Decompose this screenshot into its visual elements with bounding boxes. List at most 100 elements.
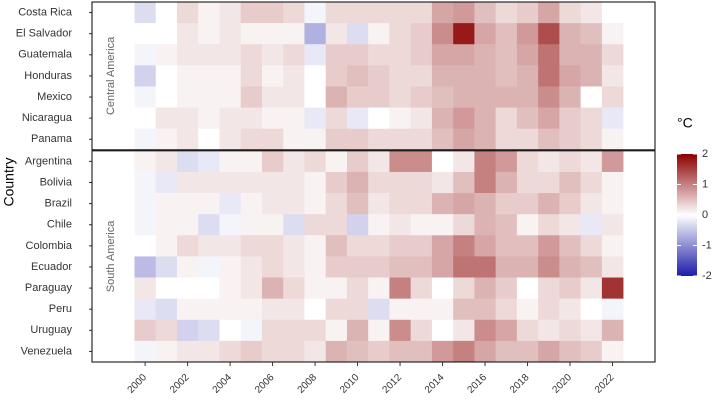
heat-cell bbox=[261, 340, 284, 363]
heat-cell bbox=[240, 193, 263, 215]
heat-cell bbox=[410, 319, 433, 342]
heat-cell bbox=[516, 235, 539, 257]
heat-cell bbox=[389, 340, 411, 363]
heat-cell bbox=[261, 2, 284, 24]
heat-cell bbox=[516, 65, 539, 87]
heat-cell bbox=[538, 319, 560, 342]
heat-cell bbox=[389, 193, 411, 215]
heat-cell bbox=[495, 65, 518, 87]
heat-cell bbox=[240, 150, 263, 173]
legend-title: °C bbox=[677, 115, 693, 131]
heat-cell bbox=[134, 214, 157, 236]
heat-cell bbox=[474, 171, 496, 194]
heat-cell bbox=[495, 298, 518, 321]
heat-cell bbox=[538, 298, 560, 321]
heat-cell bbox=[134, 171, 157, 194]
heat-cell bbox=[538, 277, 560, 299]
heat-cell bbox=[198, 193, 220, 215]
heat-cell bbox=[538, 171, 560, 194]
heat-cell bbox=[431, 298, 454, 321]
heat-cell bbox=[219, 277, 242, 299]
heat-cell bbox=[580, 319, 603, 342]
heat-cell bbox=[538, 256, 560, 278]
heat-cell bbox=[474, 150, 496, 173]
heat-cell bbox=[198, 2, 220, 24]
heat-cell bbox=[155, 23, 178, 45]
heat-cell bbox=[261, 298, 284, 321]
x-tick-label: 2022 bbox=[593, 372, 617, 396]
facet-label: South America bbox=[105, 220, 117, 292]
heat-cell bbox=[580, 193, 603, 215]
heat-cell bbox=[176, 277, 199, 299]
heat-cell bbox=[538, 340, 560, 363]
heat-cell bbox=[240, 107, 263, 130]
x-tick-label: 2010 bbox=[338, 372, 362, 396]
heat-cell bbox=[495, 277, 518, 299]
heat-cell bbox=[368, 128, 390, 151]
heat-cell bbox=[304, 298, 326, 321]
heat-cell bbox=[261, 107, 284, 130]
heat-cell bbox=[155, 171, 178, 194]
panel-border bbox=[91, 1, 656, 151]
heat-cell bbox=[176, 65, 199, 87]
heat-cell bbox=[580, 277, 603, 299]
x-tick-label: 2014 bbox=[423, 372, 447, 396]
heat-cell bbox=[346, 86, 369, 108]
y-tick-label: Paraguay bbox=[25, 282, 73, 294]
heat-cell bbox=[346, 298, 369, 321]
heat-cell bbox=[240, 65, 263, 87]
heat-cell bbox=[240, 235, 263, 257]
heat-cell bbox=[283, 298, 305, 321]
heat-cell bbox=[453, 23, 475, 45]
heat-cell bbox=[516, 2, 539, 24]
heat-cell bbox=[431, 256, 454, 278]
heat-cell bbox=[155, 298, 178, 321]
heat-cell bbox=[559, 235, 581, 257]
heat-cell bbox=[155, 107, 178, 130]
heat-cell bbox=[325, 65, 348, 87]
heat-cell bbox=[368, 319, 390, 342]
heat-cell bbox=[240, 298, 263, 321]
heat-cell bbox=[495, 150, 518, 173]
heat-cell bbox=[538, 214, 560, 236]
heat-cell bbox=[538, 235, 560, 257]
y-axis-title: Country bbox=[1, 157, 17, 206]
heat-cell bbox=[219, 107, 242, 130]
heat-cell bbox=[410, 150, 433, 173]
heat-cell bbox=[601, 256, 624, 278]
heat-cell bbox=[219, 256, 242, 278]
heat-cell bbox=[283, 65, 305, 87]
heat-cell bbox=[516, 277, 539, 299]
heat-cell bbox=[516, 319, 539, 342]
heat-cell bbox=[283, 214, 305, 236]
heat-cell bbox=[325, 44, 348, 66]
heat-cell bbox=[176, 2, 199, 24]
heat-cell bbox=[304, 319, 326, 342]
heat-cell bbox=[176, 340, 199, 363]
x-tick-label: 2002 bbox=[168, 372, 192, 396]
heat-cell bbox=[198, 277, 220, 299]
heat-cell bbox=[304, 65, 326, 87]
heat-cell bbox=[389, 44, 411, 66]
heat-cell bbox=[453, 86, 475, 108]
heat-cell bbox=[431, 171, 454, 194]
heat-cell bbox=[580, 23, 603, 45]
heat-cell bbox=[219, 23, 242, 45]
heat-cell bbox=[474, 256, 496, 278]
heat-cell bbox=[134, 193, 157, 215]
heat-cell bbox=[559, 256, 581, 278]
heat-cell bbox=[240, 214, 263, 236]
heat-cell bbox=[601, 150, 624, 173]
heat-cell bbox=[368, 2, 390, 24]
heat-cell bbox=[134, 86, 157, 108]
heat-cell bbox=[516, 171, 539, 194]
heat-cell bbox=[410, 214, 433, 236]
heat-cell bbox=[368, 277, 390, 299]
x-tick-label: 2018 bbox=[508, 372, 532, 396]
heat-cell bbox=[304, 235, 326, 257]
heat-cell bbox=[559, 128, 581, 151]
heat-cell bbox=[219, 340, 242, 363]
heat-cell bbox=[304, 150, 326, 173]
heat-cell bbox=[346, 171, 369, 194]
